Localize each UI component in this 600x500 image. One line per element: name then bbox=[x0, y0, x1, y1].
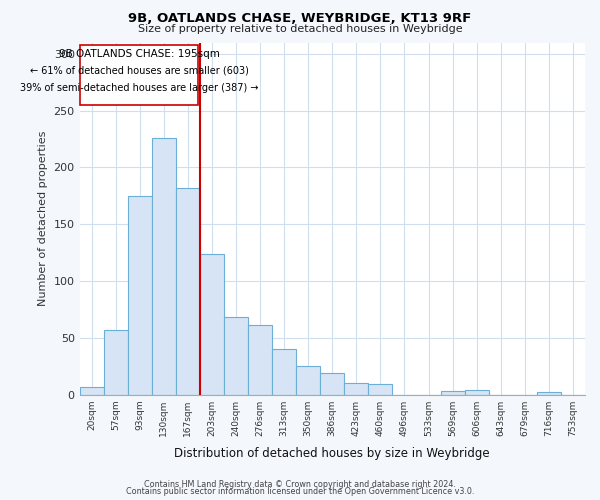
Bar bbox=[224, 318, 248, 394]
Bar bbox=[104, 330, 128, 394]
Y-axis label: Number of detached properties: Number of detached properties bbox=[38, 131, 48, 306]
Bar bbox=[368, 384, 392, 394]
Text: Contains HM Land Registry data © Crown copyright and database right 2024.: Contains HM Land Registry data © Crown c… bbox=[144, 480, 456, 489]
Bar bbox=[440, 391, 464, 394]
Bar bbox=[464, 390, 489, 394]
Text: 9B, OATLANDS CHASE, WEYBRIDGE, KT13 9RF: 9B, OATLANDS CHASE, WEYBRIDGE, KT13 9RF bbox=[128, 12, 472, 26]
Bar bbox=[176, 188, 200, 394]
Bar bbox=[200, 254, 224, 394]
Text: Contains public sector information licensed under the Open Government Licence v3: Contains public sector information licen… bbox=[126, 488, 474, 496]
Bar bbox=[128, 196, 152, 394]
Bar bbox=[80, 386, 104, 394]
FancyBboxPatch shape bbox=[80, 45, 198, 105]
Bar bbox=[248, 326, 272, 394]
Text: 39% of semi-detached houses are larger (387) →: 39% of semi-detached houses are larger (… bbox=[20, 83, 258, 93]
Bar bbox=[152, 138, 176, 394]
Bar bbox=[296, 366, 320, 394]
Text: Size of property relative to detached houses in Weybridge: Size of property relative to detached ho… bbox=[137, 24, 463, 34]
Bar bbox=[344, 384, 368, 394]
Text: ← 61% of detached houses are smaller (603): ← 61% of detached houses are smaller (60… bbox=[29, 66, 248, 76]
Text: 9B OATLANDS CHASE: 195sqm: 9B OATLANDS CHASE: 195sqm bbox=[59, 50, 220, 59]
Bar bbox=[272, 349, 296, 395]
X-axis label: Distribution of detached houses by size in Weybridge: Distribution of detached houses by size … bbox=[175, 447, 490, 460]
Bar bbox=[537, 392, 561, 394]
Bar bbox=[320, 373, 344, 394]
